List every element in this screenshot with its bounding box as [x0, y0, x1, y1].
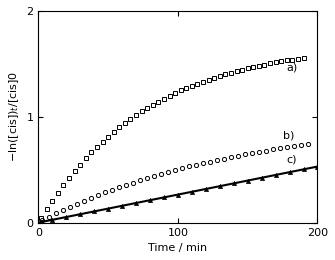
Y-axis label: $-$ln([cis])$_t$/[cis]0: $-$ln([cis])$_t$/[cis]0: [7, 71, 21, 162]
Text: b): b): [283, 130, 294, 140]
Text: a): a): [287, 62, 298, 72]
Text: c): c): [287, 154, 297, 164]
X-axis label: Time / min: Time / min: [148, 243, 207, 253]
